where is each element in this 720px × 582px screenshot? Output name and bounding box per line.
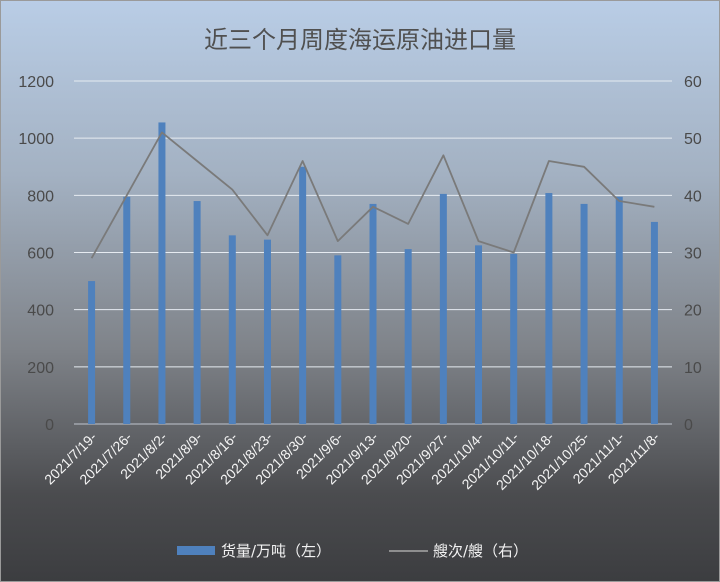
legend-line-label: 艘次/艘（右） (433, 542, 528, 560)
bar (88, 281, 96, 424)
y-right-tick-label: 10 (684, 360, 702, 377)
bar (404, 249, 412, 424)
bar (475, 245, 483, 424)
legend-bar-swatch (177, 546, 215, 555)
y-right-tick-label: 50 (684, 131, 702, 148)
bar (510, 253, 518, 424)
legend-bar-label: 货量/万吨（左） (221, 542, 331, 560)
y-right-tick-label: 60 (684, 74, 702, 91)
bar (580, 203, 588, 424)
bar (650, 221, 658, 424)
bar (439, 193, 447, 424)
y-left-tick-label: 200 (27, 360, 54, 377)
y-left-tick-label: 0 (45, 417, 54, 434)
bar (158, 122, 166, 424)
y-left-tick-label: 600 (27, 246, 54, 263)
y-left-tick-label: 1000 (18, 131, 54, 148)
bar (193, 201, 201, 424)
y-left-tick-label: 400 (27, 303, 54, 320)
bar (299, 166, 307, 424)
bar (263, 239, 271, 424)
y-left-tick-label: 800 (27, 188, 54, 205)
bar (615, 196, 623, 424)
bar (369, 203, 377, 424)
line-series (90, 131, 655, 259)
bar (334, 255, 342, 424)
bar (123, 196, 131, 424)
y-right-tick-label: 0 (684, 417, 693, 434)
y-left-tick-label: 1200 (18, 74, 54, 91)
bar (545, 193, 553, 424)
y-right-tick-label: 40 (684, 188, 702, 205)
bar (228, 235, 236, 424)
chart-title: 近三个月周度海运原油进口量 (204, 26, 516, 54)
y-right-tick-label: 30 (684, 246, 702, 263)
y-right-tick-label: 20 (684, 303, 702, 320)
